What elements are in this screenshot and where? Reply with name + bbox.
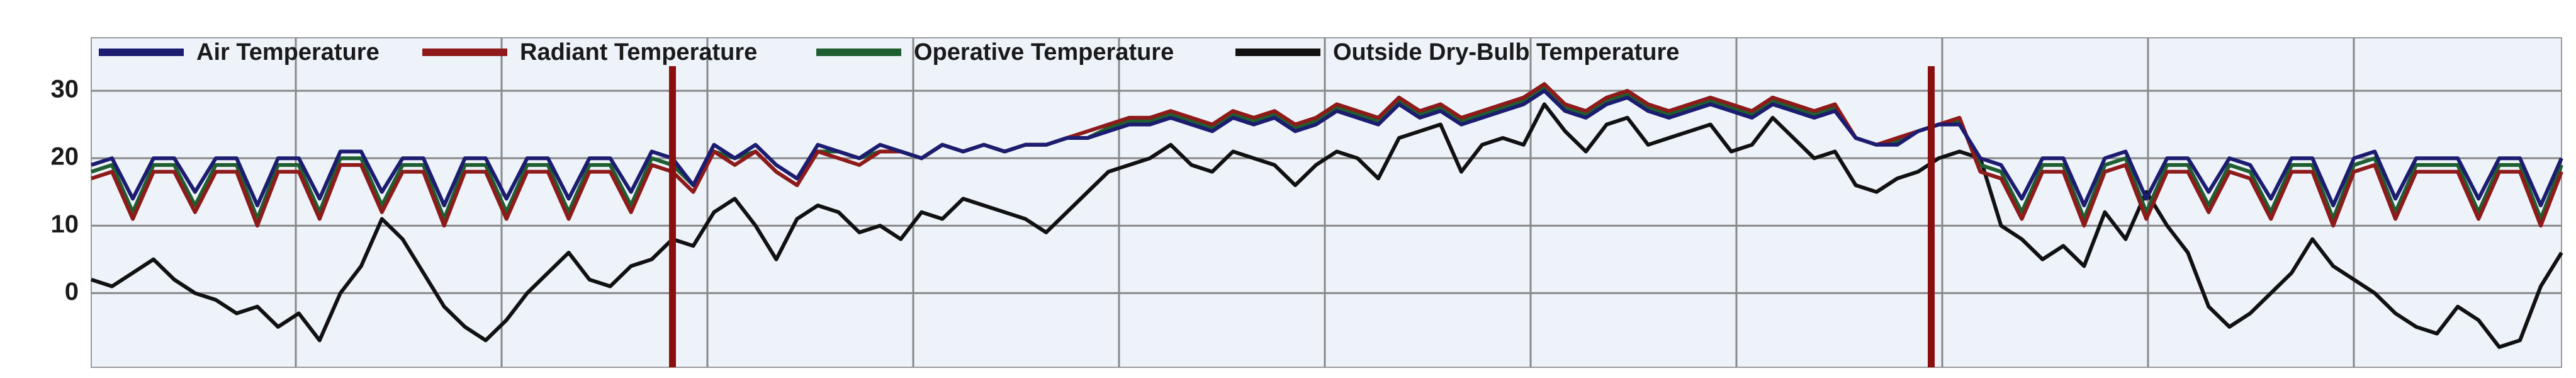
series-line	[91, 89, 2563, 208]
y-tick-label: 20	[51, 143, 79, 171]
plot-layer	[91, 82, 2563, 349]
y-tick-label: 0	[65, 278, 79, 306]
y-tick-label: 10	[51, 210, 79, 238]
plot-area	[91, 37, 2562, 368]
legend-label: Outside Dry-Bulb Temperature	[1333, 39, 1679, 66]
series-line	[91, 102, 2563, 349]
legend-label: Air Temperature	[196, 39, 380, 66]
series-line	[91, 85, 2563, 221]
legend-label: Operative Temperature	[914, 39, 1174, 66]
period-marker	[1928, 66, 1935, 367]
series-line	[91, 82, 2563, 228]
legend-label: Radiant Temperature	[520, 39, 757, 66]
period-marker	[669, 66, 676, 367]
y-tick-label: 30	[51, 76, 79, 103]
